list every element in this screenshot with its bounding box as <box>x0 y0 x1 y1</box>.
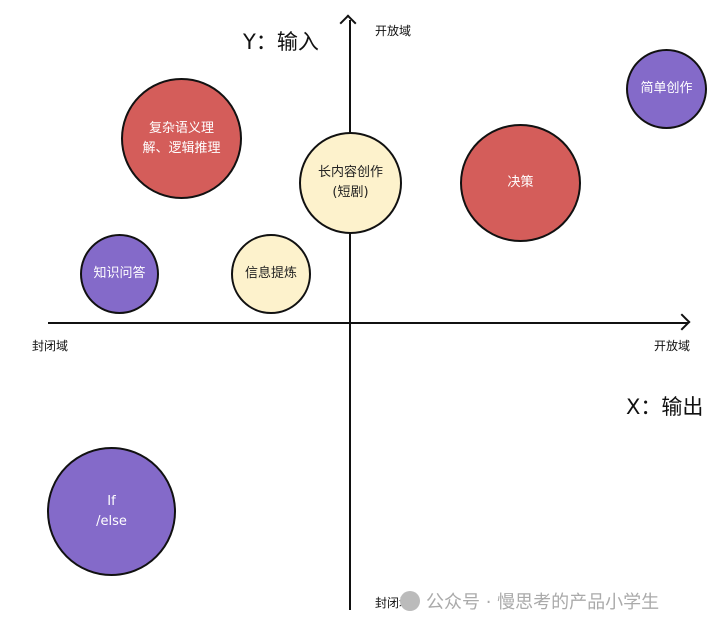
bubble-label: 信息提炼 <box>244 266 297 281</box>
wechat-icon <box>400 591 420 611</box>
bubble-label: (短剧) <box>332 185 369 200</box>
bubble-knowledge-qa: 知识问答 <box>80 234 159 314</box>
y-axis-title: Y：输入 <box>243 30 319 54</box>
y-axis-arrow-icon <box>339 14 357 32</box>
bubble-label: If <box>107 493 116 509</box>
bubble-decision: 决策 <box>460 124 581 242</box>
bubble-label: 解、逻辑推理 <box>142 140 221 156</box>
bubble-label: 长内容创作 <box>317 165 383 180</box>
bubble-simple-creation: 简单创作 <box>626 49 707 129</box>
bubble-if-else: If /else <box>47 447 176 576</box>
bubble-long-content: 长内容创作 (短剧) <box>299 132 402 234</box>
watermark-text: 公众号 · 慢思考的产品小学生 <box>426 592 660 613</box>
x-axis <box>48 322 688 324</box>
y-axis <box>349 20 351 610</box>
bubble-label: 复杂语义理 <box>148 120 214 136</box>
bubble-label: 知识问答 <box>93 266 146 281</box>
bubble-label: 决策 <box>507 175 534 190</box>
x-axis-arrow-icon <box>673 313 691 331</box>
x-axis-left-label: 封闭域 <box>32 339 69 353</box>
x-axis-right-label: 开放域 <box>654 339 691 353</box>
bubble-label: 简单创作 <box>640 81 693 96</box>
y-axis-top-label: 开放域 <box>375 24 412 38</box>
bubble-info-extraction: 信息提炼 <box>231 234 311 314</box>
bubble-complex-semantics: 复杂语义理 解、逻辑推理 <box>121 78 242 199</box>
watermark: 公众号 · 慢思考的产品小学生 <box>400 588 659 614</box>
bubble-label: /else <box>96 513 127 529</box>
x-axis-title: X：输出 <box>626 395 704 419</box>
